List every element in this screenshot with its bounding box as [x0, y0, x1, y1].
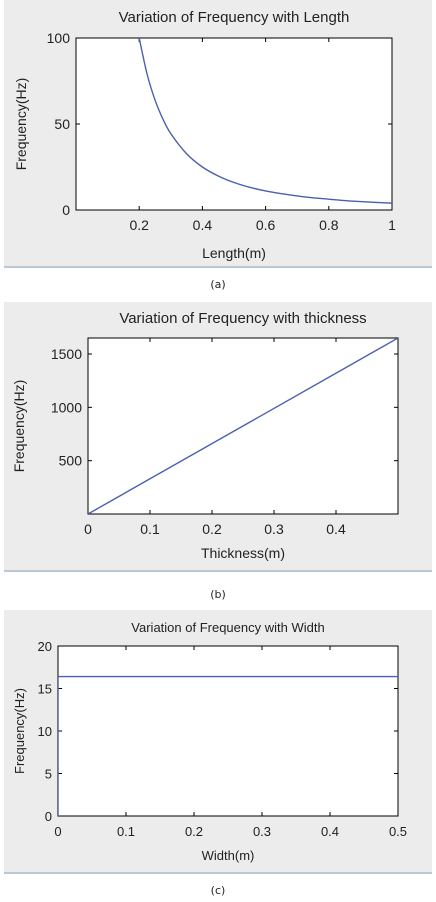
y-axis-label: Frequency(Hz) [13, 78, 29, 171]
y-tick-label: 1000 [51, 399, 82, 415]
chart-title: Variation of Frequency with thickness [119, 310, 366, 327]
x-tick-label: 0 [54, 824, 61, 839]
x-tick-label: 0.4 [193, 217, 213, 233]
y-axis-label: Frequency(Hz) [11, 380, 27, 473]
x-tick-label: 0.6 [256, 217, 276, 233]
series-line [138, 38, 392, 204]
x-tick-label: 0 [84, 521, 92, 537]
x-tick-label: 0.4 [321, 824, 339, 839]
chart-c: Variation of Frequency with Width 0 0.1 0.2… [12, 620, 407, 863]
chart-title: Variation of Frequency with Length [119, 9, 350, 26]
y-axis-label: Frequency(Hz) [12, 688, 27, 774]
caption-a: (a) [210, 278, 226, 291]
chart-panel-c: Variation of Frequency with Width 0 0.1 0.2… [4, 610, 432, 874]
plot-area [75, 37, 393, 211]
chart-panel-a: Variation of Frequency with Length 0.2 0.4… [4, 0, 432, 268]
x-tick-label: 0.2 [129, 217, 149, 233]
chart-panel-b: Variation of Frequency with thickness 0 0.… [4, 302, 432, 572]
x-axis-label: Length(m) [202, 245, 266, 261]
y-tick-label: 20 [38, 639, 52, 654]
y-tick-label: 10 [38, 724, 52, 739]
y-tick-label: 500 [59, 453, 83, 469]
caption-b: (b) [210, 588, 226, 601]
chart-b: Variation of Frequency with thickness 0 0.… [11, 310, 399, 561]
x-tick-label: 0.1 [140, 521, 160, 537]
y-tick-label: 0 [45, 809, 52, 824]
x-tick-label: 0.1 [117, 824, 135, 839]
y-tick-label: 5 [45, 767, 52, 782]
y-tick-label: 15 [38, 682, 52, 697]
caption-c: (c) [210, 884, 226, 897]
x-tick-label: 1 [388, 217, 396, 233]
y-tick-label: 100 [47, 30, 71, 46]
x-tick-label: 0.2 [185, 824, 203, 839]
x-tick-label: 0.4 [326, 521, 346, 537]
x-axis-label: Width(m) [202, 848, 255, 863]
x-tick-label: 0.8 [319, 217, 339, 233]
plot-area [57, 645, 399, 817]
y-tick-label: 0 [62, 202, 70, 218]
x-tick-label: 0.3 [264, 521, 284, 537]
series-line [88, 338, 398, 514]
y-tick-label: 50 [54, 116, 70, 132]
x-axis-label: Thickness(m) [201, 545, 285, 561]
x-tick-label: 0.5 [389, 824, 407, 839]
y-tick-label: 1500 [51, 346, 82, 362]
x-tick-label: 0.2 [202, 521, 222, 537]
chart-title: Variation of Frequency with Width [131, 620, 324, 635]
series-line [58, 675, 398, 816]
x-tick-label: 0.3 [253, 824, 271, 839]
chart-a: Variation of Frequency with Length 0.2 0.4… [13, 9, 396, 261]
